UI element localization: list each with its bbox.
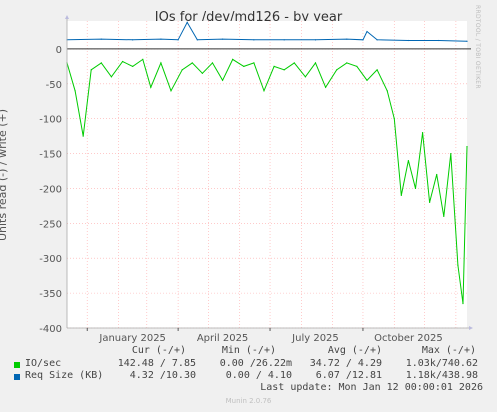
io-per-sec-line-point [82, 135, 84, 137]
plot-background [67, 21, 467, 328]
req-size-line-point [366, 30, 368, 33]
y-tick-label: -200 [39, 184, 62, 195]
y-tick-label: -250 [39, 219, 62, 230]
io-per-sec-line-point [314, 62, 317, 64]
rrdtool-credit: RRDTOOL / TOBI OETIKER [474, 5, 481, 89]
legend-name-io: IO/sec [25, 358, 62, 369]
io-per-sec-line-point [170, 90, 172, 92]
y-tick-label: -350 [39, 289, 62, 300]
io-per-sec-line-point [393, 118, 395, 120]
io-per-sec-line-point [324, 86, 327, 88]
req-size-line-point [314, 39, 317, 41]
x-tick-label: July 2025 [291, 333, 339, 344]
y-axis-arrow [65, 15, 69, 19]
io-per-sec-line-point [201, 72, 203, 74]
req-size-line-point [196, 39, 198, 41]
io-per-sec-line-point [457, 264, 459, 266]
io-per-sec-line-point [74, 90, 76, 92]
io-per-sec-line-point [407, 159, 410, 162]
io-per-sec-line-point [346, 62, 348, 64]
io-per-sec-line-point [132, 65, 134, 67]
io-per-sec-line-point [160, 62, 162, 64]
x-tick-label: April 2025 [197, 333, 248, 344]
legend-avg-io: 34.72 / 4.29 [309, 358, 382, 369]
io-per-sec-line-point [450, 152, 452, 155]
io-per-sec-line-point [100, 62, 102, 64]
io-per-sec-line-point [221, 79, 224, 81]
req-size-line-point [177, 39, 179, 41]
legend-min-req: 0.00 / 4.10 [225, 370, 292, 381]
req-size-line-point [466, 40, 468, 42]
req-size-line-point [283, 39, 285, 41]
req-size-line-point [186, 21, 188, 23]
legend-cur-io: 142.48 / 7.85 [117, 358, 196, 369]
io-per-sec-line-point [376, 69, 378, 71]
io-per-sec-line-point [443, 215, 445, 217]
req-size-line-point [132, 39, 134, 41]
req-size-line [66, 21, 468, 42]
legend-max-req: 1.18k/438.98 [405, 370, 478, 381]
io-per-sec-line-point [293, 62, 295, 64]
io-per-sec-line-point [121, 60, 124, 63]
io-per-sec-line-point [429, 201, 431, 204]
io-per-sec-line-point [253, 62, 255, 64]
plot-area: 0 -50 -100 -150 -200 -250 -300 -350 -400 January… [39, 15, 473, 344]
y-tick-label: 0 [56, 45, 62, 56]
io-per-sec-line-point [263, 90, 265, 92]
io-per-sec-line-point [90, 69, 92, 71]
legend-swatch-req [14, 374, 20, 380]
y-tick-label: -300 [39, 254, 62, 265]
legend-avg-req: 6.07 /12.81 [315, 370, 382, 381]
legend-min-io: 0.00 /26.22m [219, 358, 292, 369]
x-tick-label: January 2025 [98, 333, 166, 344]
legend-header-cur: Cur (-/+) [131, 345, 186, 356]
io-per-sec-line-point [466, 145, 468, 148]
y-tick-label: -400 [39, 324, 62, 335]
io-per-sec-line-point [283, 69, 285, 71]
legend-header-avg: Avg (-/+) [327, 345, 382, 356]
io-per-sec-line-point [232, 58, 234, 60]
req-size-line-point [100, 38, 102, 40]
io-per-sec-line-point [110, 76, 113, 78]
y-tick-label: -150 [39, 150, 62, 161]
io-per-sec-line-point [273, 65, 275, 67]
io-per-sec-line-point [243, 65, 245, 67]
io-per-sec-line-point [400, 194, 402, 197]
io-per-sec-line-point [191, 62, 193, 64]
io-per-sec-line-point [181, 69, 183, 71]
legend-header-min: Min (-/+) [221, 345, 276, 356]
req-size-line-point [221, 38, 224, 40]
io-per-sec-line-point [142, 58, 144, 60]
io-per-sec-line-point [150, 86, 152, 88]
x-tick-label: October 2025 [374, 333, 443, 344]
io-per-sec-line-point [356, 65, 358, 67]
req-size-line-point [407, 39, 410, 42]
req-size-line-point [253, 39, 255, 41]
req-size-line-point [160, 38, 162, 40]
legend-cur-req: 4.32 /10.30 [129, 370, 196, 381]
legend-name-req: Req Size (KB) [25, 370, 104, 381]
io-per-sec-line-point [366, 79, 368, 81]
x-axis-arrow [469, 326, 473, 330]
io-per-sec-line-point [436, 173, 438, 176]
legend-swatch-io [14, 362, 20, 368]
last-update: Last update: Mon Jan 12 00:00:01 2026 [260, 382, 483, 393]
req-size-line-point [346, 38, 348, 40]
io-per-sec-line-point [462, 302, 464, 305]
munin-version: Munin 2.0.76 [225, 397, 272, 405]
io-per-sec-line-point [211, 62, 214, 64]
req-size-line-point [376, 39, 378, 41]
y-tick-label: -50 [46, 80, 62, 91]
y-tick-label: -100 [39, 115, 62, 126]
io-per-sec-line-point [414, 187, 417, 190]
io-per-sec-line-point [336, 69, 338, 71]
io-per-sec-line-point [386, 90, 388, 92]
legend-header-max: Max (-/+) [421, 345, 476, 356]
legend-max-io: 1.03k/740.62 [405, 358, 478, 369]
req-size-line-point [438, 39, 440, 42]
io-per-sec-line-point [421, 132, 424, 134]
req-size-line-point [362, 39, 364, 41]
io-per-sec-line-point [304, 76, 306, 78]
